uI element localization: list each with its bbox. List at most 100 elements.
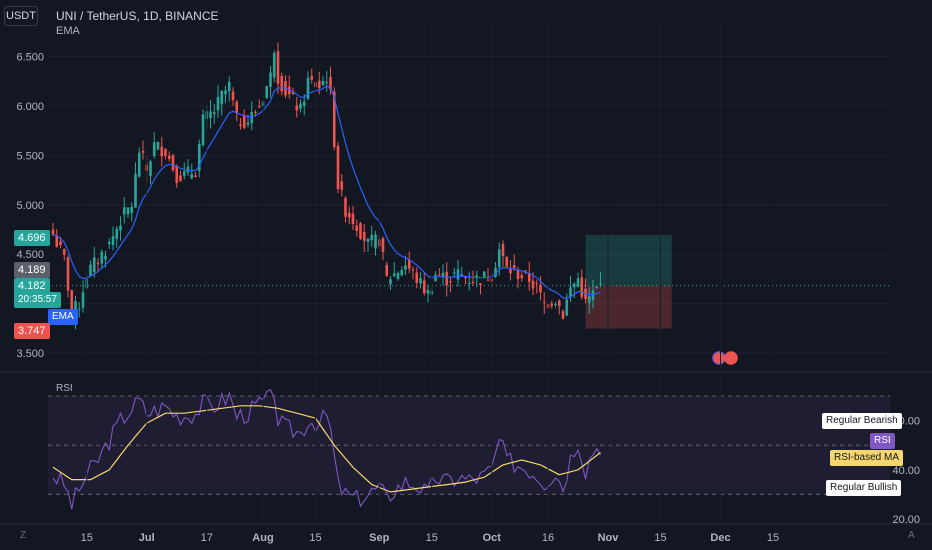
- candle-body: [580, 277, 584, 298]
- price-tick-label: 6.000: [16, 101, 44, 113]
- auto-scale-icon[interactable]: A: [908, 530, 915, 541]
- candle-body: [55, 235, 59, 247]
- candle-body: [542, 301, 546, 303]
- candle-body: [272, 52, 276, 78]
- candle-body: [366, 238, 370, 242]
- candle-body: [299, 103, 302, 109]
- candle-body: [494, 267, 497, 277]
- price-tick-label: 6.500: [16, 52, 44, 64]
- currency-button[interactable]: USDT: [4, 6, 38, 26]
- candle-body: [422, 280, 426, 294]
- candle-body: [216, 96, 220, 111]
- candle-body: [130, 207, 134, 214]
- candle-body: [137, 152, 141, 177]
- candle-body: [179, 175, 182, 182]
- profit-zone: [585, 234, 672, 286]
- candle-body: [569, 287, 572, 298]
- candle-body: [464, 277, 467, 279]
- candle-body: [269, 72, 272, 87]
- rsi-legend[interactable]: RSI: [56, 383, 73, 394]
- price-tag-mid: 4.189: [14, 262, 50, 278]
- candle-body: [524, 270, 527, 272]
- candle-body: [115, 228, 119, 239]
- zoom-icon[interactable]: Z: [20, 530, 27, 541]
- candle-body: [164, 148, 167, 157]
- candle-body: [557, 300, 561, 307]
- candle-body: [111, 236, 115, 246]
- candle-body: [404, 265, 407, 270]
- candle-body: [171, 155, 175, 171]
- candle-body: [539, 284, 542, 293]
- candle-body: [572, 283, 576, 288]
- candle-body: [175, 165, 179, 184]
- candle-body: [77, 308, 81, 310]
- time-tick-label: Sep: [369, 532, 389, 544]
- candle-body: [156, 141, 160, 150]
- candle-body: [407, 259, 411, 269]
- candle-body: [134, 173, 137, 208]
- time-tick-label: Dec: [710, 532, 730, 544]
- candle-body: [59, 241, 62, 245]
- candle-body: [426, 290, 430, 294]
- time-tick-label: 15: [767, 532, 779, 544]
- rsi-value-tag: RSI: [870, 433, 895, 449]
- time-tick-label: Aug: [252, 532, 273, 544]
- candle-body: [531, 280, 535, 289]
- candle-body: [370, 234, 374, 241]
- candle-body: [396, 272, 400, 279]
- candle-body: [51, 229, 55, 235]
- loss-zone: [585, 285, 672, 329]
- regular-bullish-label: Regular Bullish: [826, 480, 902, 496]
- candle-body: [381, 238, 385, 253]
- time-tick-label: 15: [81, 532, 93, 544]
- price-tick-label: 3.500: [16, 348, 44, 360]
- candle-body: [62, 249, 66, 255]
- candle-body: [152, 142, 156, 156]
- candle-body: [501, 243, 505, 257]
- candle-body: [595, 286, 599, 289]
- candle-body: [235, 101, 239, 114]
- candle-body: [295, 105, 299, 111]
- candle-body: [565, 299, 569, 316]
- price-tick-label: 5.500: [16, 150, 44, 162]
- candle-body: [89, 264, 92, 276]
- candle-body: [160, 146, 164, 157]
- candle-body: [460, 274, 464, 276]
- candle-body: [389, 279, 392, 285]
- candle-body: [194, 175, 197, 178]
- time-tick-label: Jul: [139, 532, 155, 544]
- rsi-tick-label: 20.00: [892, 514, 920, 526]
- candle-body: [351, 213, 355, 225]
- candle-body: [201, 114, 205, 146]
- candle-body: [212, 112, 216, 115]
- candle-body: [400, 270, 404, 276]
- candle-body: [509, 268, 512, 274]
- candle-body: [434, 274, 437, 282]
- candle-body: [479, 283, 482, 286]
- candle-body: [355, 225, 359, 231]
- candle-body: [411, 269, 415, 271]
- candle-body: [505, 256, 509, 267]
- candle-body: [265, 86, 269, 99]
- ema-badge: EMA: [48, 309, 78, 325]
- candle-body: [325, 82, 329, 84]
- candle-body: [452, 272, 456, 274]
- rsi-tick-label: 40.00: [892, 465, 920, 477]
- candle-body: [340, 181, 344, 190]
- candle-body: [257, 106, 261, 108]
- rsi-line: [52, 388, 601, 510]
- candle-body: [197, 143, 201, 171]
- time-tick-label: 15: [426, 532, 438, 544]
- candle-body: [554, 303, 557, 305]
- time-tick-label: 16: [542, 532, 554, 544]
- candle-body: [456, 269, 460, 280]
- price-tag-last: 4.182: [14, 278, 50, 294]
- candle-body: [535, 283, 539, 285]
- candle-body: [310, 75, 314, 80]
- candle-body: [516, 270, 520, 280]
- price-tick-label: 5.000: [16, 200, 44, 212]
- ema-legend[interactable]: EMA: [56, 25, 80, 37]
- candle-body: [317, 80, 321, 88]
- candle-body: [246, 122, 250, 125]
